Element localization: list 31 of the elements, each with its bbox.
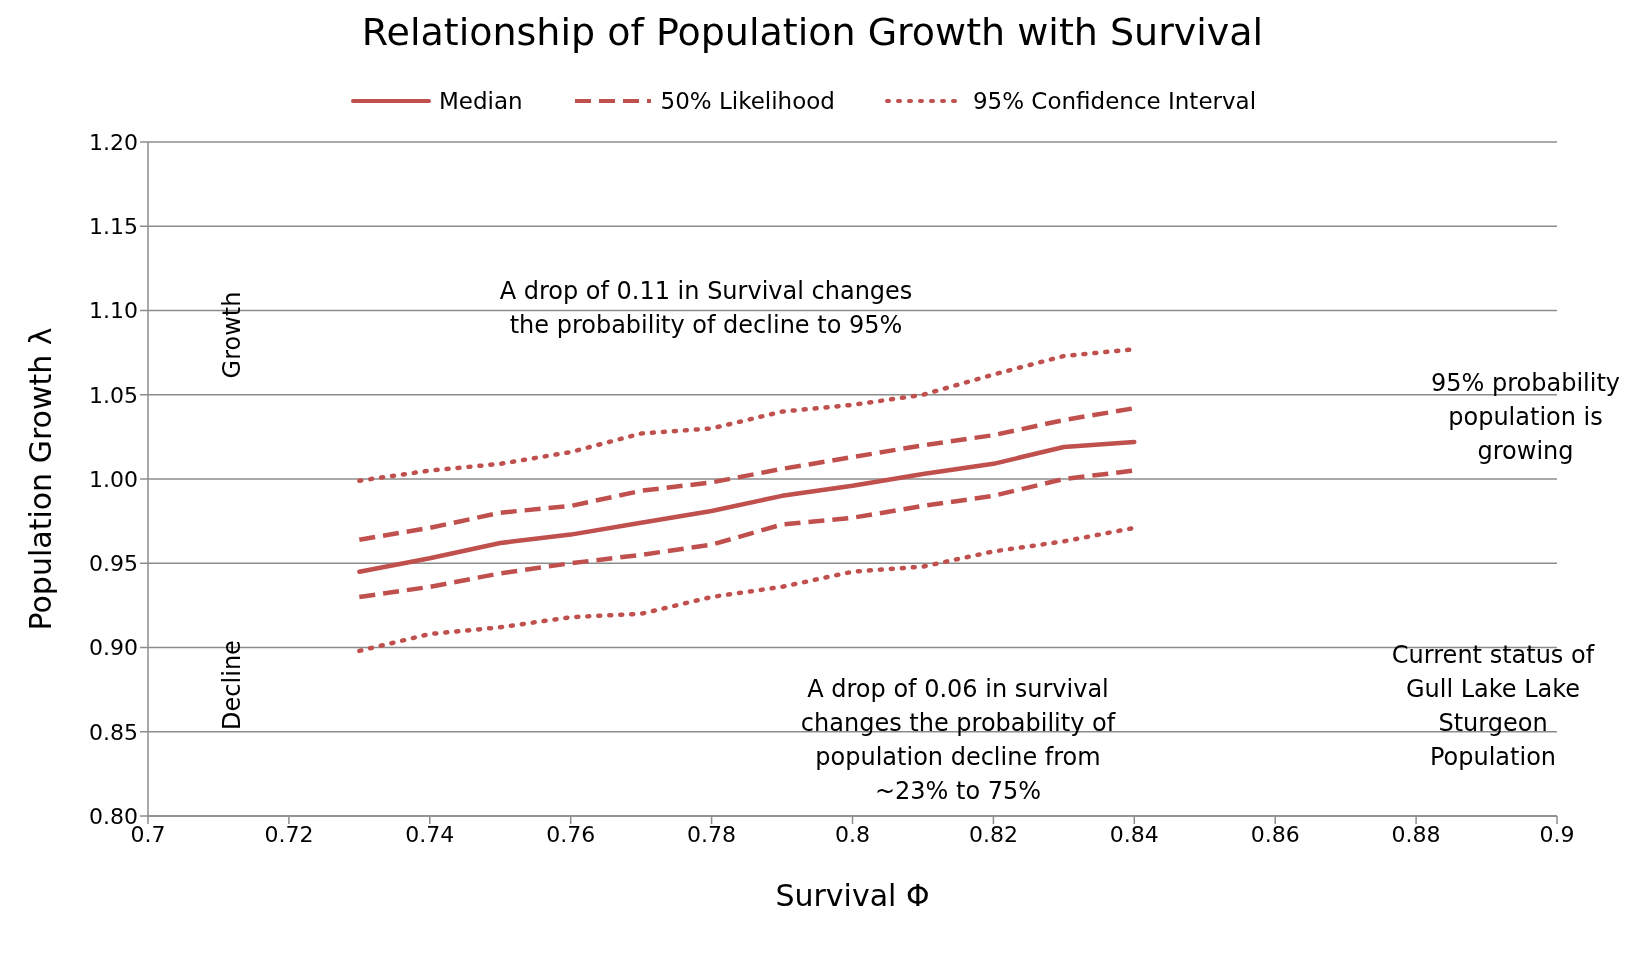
annotation: A drop of 0.06 in survival changes the probability of population decline from ~23% to 75% (799, 674, 1117, 807)
legend-label: Median (438, 88, 523, 114)
y-axis-title: Population Growth λ (22, 327, 58, 631)
x-tick-label: 0.78 (687, 821, 737, 847)
legend-label: 50% Likelihood (660, 88, 835, 114)
annotation: 95% probability population is growing (1430, 368, 1621, 467)
annotation: Current status of Gull Lake Lake Sturgeon Population (1390, 640, 1596, 773)
x-tick-label: 0.9 (1539, 821, 1575, 847)
x-tick-label: 0.8 (835, 821, 870, 847)
y-tick-label: 0.90 (89, 635, 138, 661)
x-axis-title: Survival Φ (775, 878, 930, 913)
y-tick-label: 1.00 (89, 466, 138, 492)
x-tick-label: 0.72 (264, 821, 314, 847)
y-tick-label: 1.20 (89, 129, 138, 155)
x-tick-label: 0.74 (405, 821, 455, 847)
y-tick-label: 0.85 (89, 719, 138, 745)
x-tick-label: 0.88 (1391, 821, 1441, 847)
y-tick-label: 1.05 (89, 382, 138, 408)
y-tick-label: 0.95 (89, 551, 138, 577)
x-tick-label: 0.86 (1250, 821, 1300, 847)
x-tick-label: 0.84 (1109, 821, 1159, 847)
annotation: Decline (218, 640, 246, 730)
line-series (357, 439, 1137, 574)
y-tick-label: 1.10 (89, 298, 138, 324)
x-tick-label: 0.76 (546, 821, 596, 847)
annotation: Growth (218, 291, 246, 379)
annotation: A drop of 0.11 in Survival changes the probability of decline to 95% (498, 276, 914, 341)
chart-title: Relationship of Population Growth with Survival (360, 10, 1265, 54)
x-tick-label: 0.82 (968, 821, 1018, 847)
y-tick-label: 1.15 (89, 214, 138, 240)
legend-label: 95% Confidence Interval (972, 88, 1257, 114)
